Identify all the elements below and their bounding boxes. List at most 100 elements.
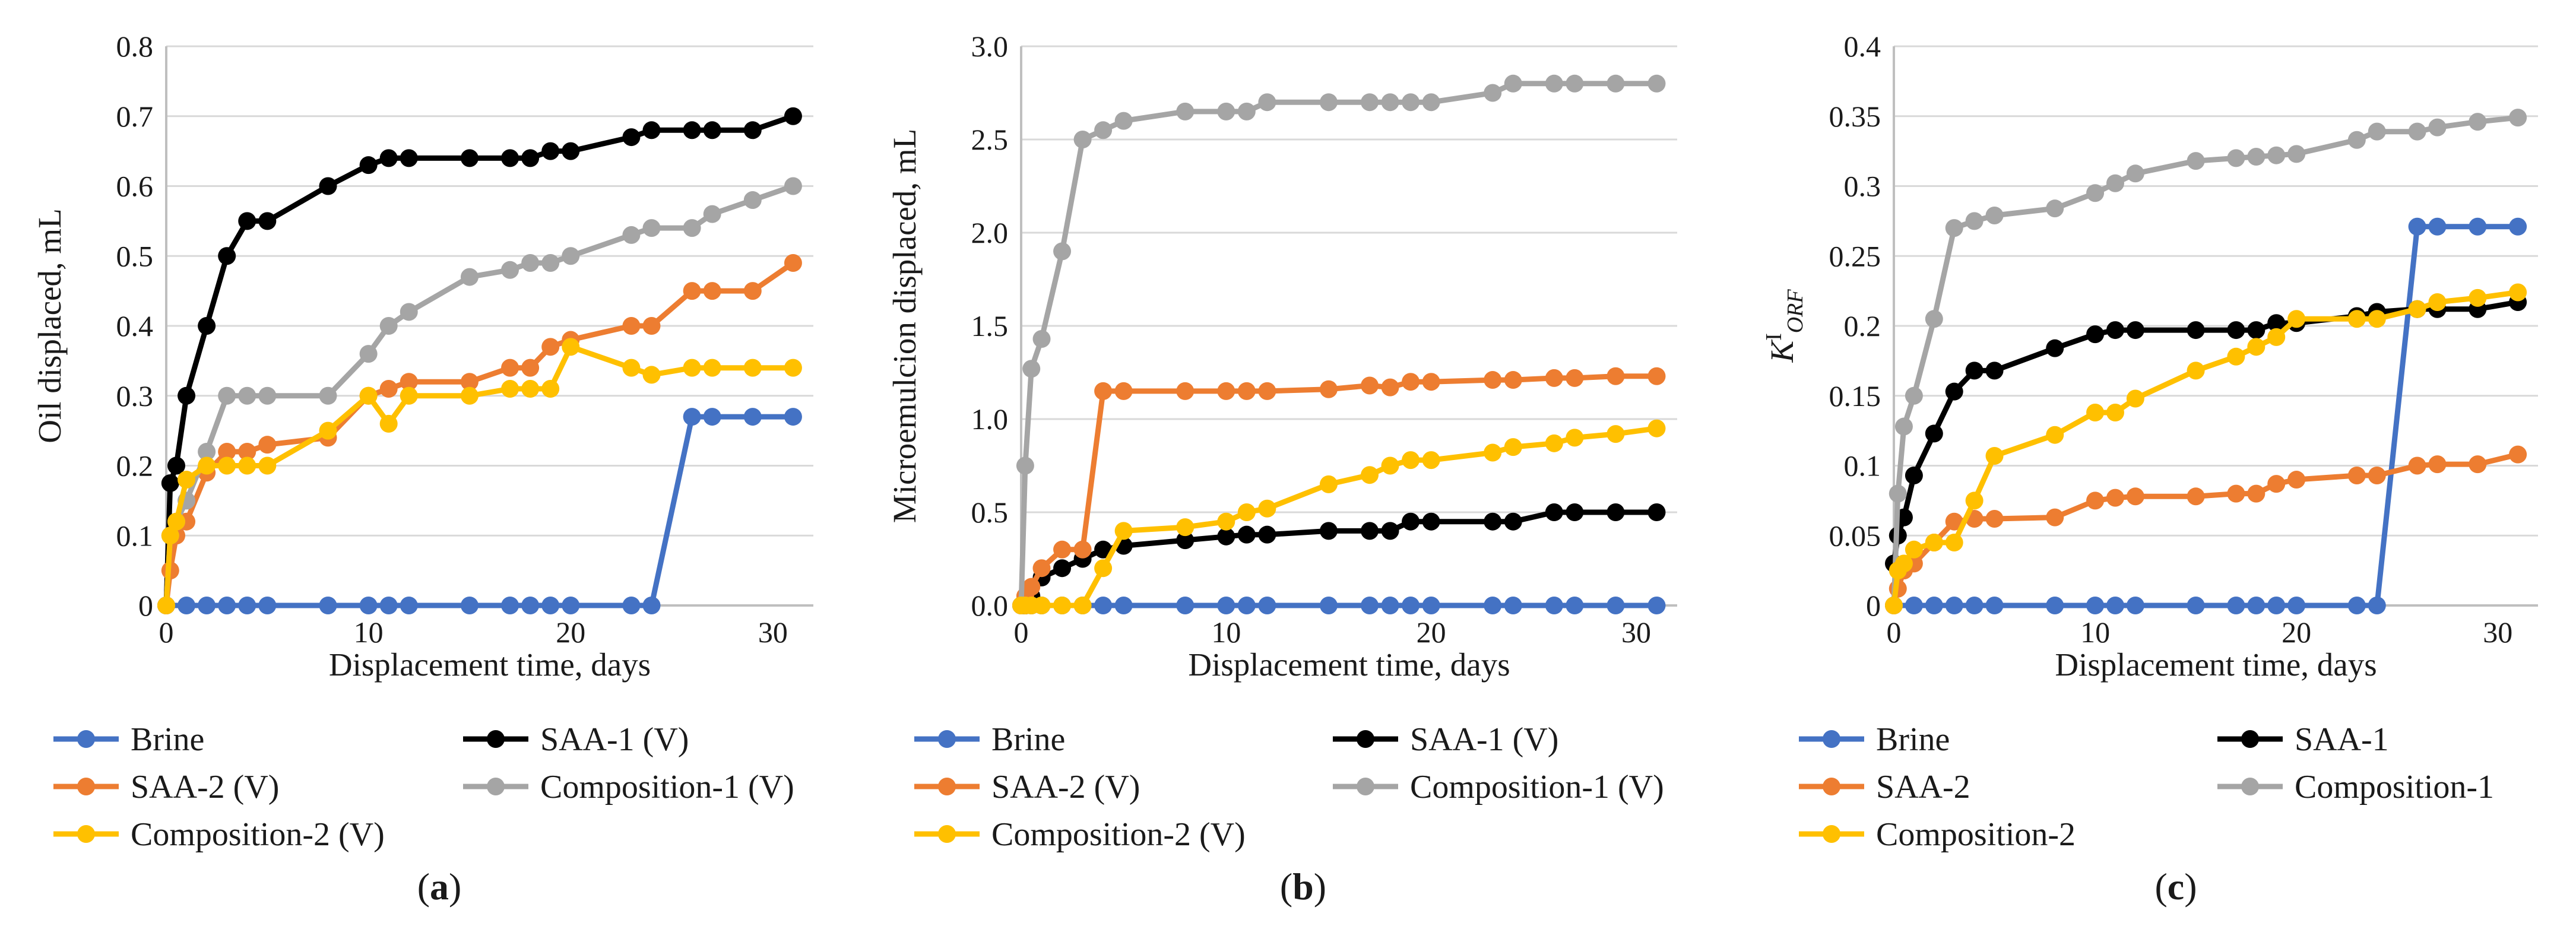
data-point-brine: [2046, 597, 2064, 614]
panel-label-letter: a: [430, 865, 449, 908]
legend-entry: Brine: [1876, 721, 1950, 758]
data-point-brine: [1258, 597, 1276, 614]
data-point-brine: [1566, 597, 1584, 614]
data-point-saa-2: [460, 373, 479, 391]
panel-b: 0.0 0.5 1.0 1.5 2.0 2.5 3.0 0 10 20 30 Displacement…: [886, 30, 1677, 908]
legend-entry: Composition-2 (V): [991, 816, 1246, 853]
data-point-composition-1: [218, 386, 236, 405]
data-point-brine: [683, 408, 701, 426]
data-point-brine: [2126, 597, 2144, 614]
data-point-composition-2: [2086, 404, 2105, 422]
y-tick-label: 0.4: [1844, 30, 1881, 63]
data-point-composition-1: [784, 177, 802, 195]
data-point-composition-1: [1053, 242, 1072, 261]
y-tick-label: 0.8: [116, 30, 154, 63]
data-point-saa-2: [2086, 491, 2105, 510]
legend-swatch-marker: [938, 730, 956, 748]
data-point-composition-1: [2509, 109, 2527, 127]
y-axis-title-sup: I: [1761, 333, 1786, 341]
data-point-composition-2: [218, 456, 236, 475]
data-point-brine: [178, 597, 196, 614]
data-point-composition-1: [1381, 93, 1399, 112]
y-axis-title-sub: ORF: [1783, 289, 1808, 334]
data-point-saa-1: [1237, 525, 1256, 544]
data-point-saa-2: [1114, 382, 1133, 400]
y-tick-label: 0.0: [971, 589, 1009, 622]
data-point-brine: [1607, 597, 1625, 614]
data-point-composition-2: [1647, 419, 1666, 437]
y-tick-label: 0.6: [116, 170, 154, 203]
panel-a: 0 0.1 0.2 0.3 0.4 0.5 0.6 0.7 0.8 0 10 20 30 Displace…: [31, 30, 813, 908]
legend-entry: Composition-2 (V): [131, 816, 385, 853]
data-point-saa-2: [2509, 445, 2527, 464]
series-line-saa-2: [163, 261, 795, 606]
data-point-composition-2: [1422, 451, 1440, 470]
data-point-saa-1: [2267, 314, 2286, 332]
data-point-brine: [460, 597, 479, 614]
data-point-composition-1: [562, 247, 580, 265]
data-point-brine: [703, 408, 721, 426]
legend-swatch-marker: [938, 778, 956, 795]
data-point-composition-2: [1114, 522, 1133, 540]
data-point-composition-2: [521, 379, 540, 398]
legend-swatch-marker: [1357, 730, 1374, 748]
x-axis-title: Displacement time, days: [1188, 646, 1510, 683]
y-tick-label: 2.5: [971, 123, 1009, 156]
data-point-composition-2: [2287, 310, 2306, 328]
data-point-brine: [1905, 597, 1923, 614]
legend-swatch-marker: [487, 730, 505, 748]
y-axis-title: KIORF: [1761, 289, 1808, 363]
data-point-saa-1: [622, 128, 641, 147]
series-line-composition-1: [1891, 115, 2518, 606]
data-point-saa-2: [541, 338, 560, 356]
y-tick-label: 0.3: [1844, 170, 1881, 203]
data-point-composition-2: [1504, 438, 1522, 456]
data-point-brine: [1422, 597, 1440, 614]
data-point-brine: [1545, 597, 1563, 614]
data-point-saa-1: [1484, 512, 1502, 531]
legend-swatch-marker: [1823, 778, 1840, 795]
data-point-brine: [1094, 597, 1113, 614]
y-tick-label: 0.2: [1844, 309, 1881, 343]
data-point-brine: [2347, 597, 2366, 614]
data-point-brine: [1361, 597, 1379, 614]
data-point-saa-1: [642, 121, 661, 139]
data-point-composition-2: [161, 527, 179, 545]
data-point-composition-1: [683, 219, 701, 237]
legend-entry: SAA-1 (V): [540, 721, 689, 758]
data-point-brine: [1925, 597, 1943, 614]
data-point-composition-2: [1094, 559, 1113, 578]
series-line-saa-1: [163, 113, 794, 606]
data-point-composition-2: [1053, 597, 1072, 614]
data-point-composition-1: [622, 226, 641, 244]
y-tick-label: 0.15: [1829, 379, 1881, 413]
data-point-composition-1: [2428, 118, 2447, 137]
data-point-saa-2: [1484, 371, 1502, 389]
data-point-composition-1: [2046, 199, 2064, 218]
panel-label-open: (: [417, 865, 430, 908]
data-point-saa-1: [1985, 361, 2004, 380]
data-point-brine: [2509, 217, 2527, 236]
data-point-brine: [2227, 597, 2245, 614]
data-point-composition-1: [1647, 74, 1666, 93]
data-point-brine: [1217, 597, 1235, 614]
data-point-saa-1: [1945, 382, 1963, 401]
data-point-brine: [359, 597, 378, 614]
legend-entry: Composition-2: [1876, 816, 2076, 853]
data-point-composition-1: [1545, 74, 1563, 93]
data-point-saa-1: [400, 149, 418, 167]
data-point-composition-2: [1381, 456, 1399, 475]
legend-swatch-marker: [2241, 730, 2259, 748]
data-point-saa-1: [460, 149, 479, 167]
y-tick-label: 0.5: [116, 239, 154, 272]
data-point-saa-2: [2247, 484, 2266, 503]
data-point-composition-1: [379, 317, 398, 335]
data-point-composition-2: [319, 421, 337, 440]
data-point-saa-1: [683, 121, 701, 139]
data-point-saa-2: [784, 254, 802, 272]
data-point-saa-1: [1422, 512, 1440, 531]
data-point-saa-1: [541, 142, 560, 160]
data-point-composition-1: [1114, 112, 1133, 130]
data-point-brine: [1319, 597, 1338, 614]
